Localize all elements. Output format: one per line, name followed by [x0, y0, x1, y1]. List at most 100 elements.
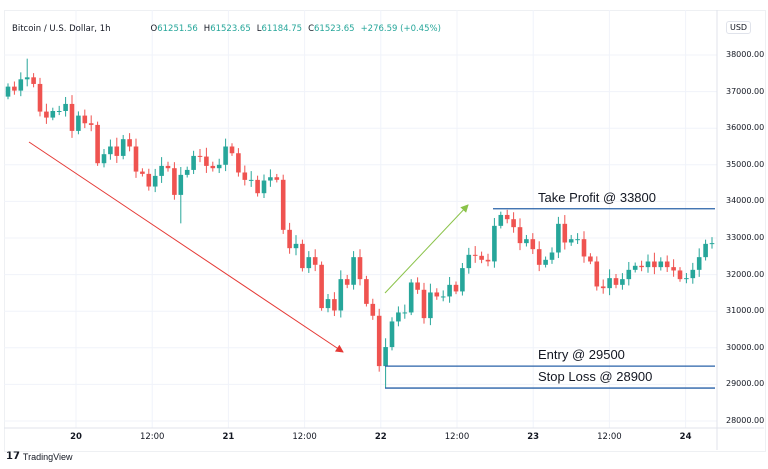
- candle: [325, 293, 331, 313]
- candle: [645, 254, 651, 273]
- candle-body: [120, 139, 126, 156]
- candle: [575, 233, 580, 245]
- candle-body: [133, 146, 139, 172]
- candle: [95, 121, 100, 166]
- time-label: 20: [70, 432, 82, 442]
- candle: [191, 150, 196, 175]
- time-label: 12:00: [597, 432, 622, 442]
- candle-body: [408, 282, 414, 313]
- candle: [229, 143, 235, 156]
- candle-body: [242, 172, 248, 180]
- candle: [485, 253, 491, 267]
- candle: [440, 290, 446, 302]
- candle: [268, 169, 273, 187]
- candle: [287, 222, 292, 254]
- candle: [364, 275, 369, 307]
- time-label: 12:00: [292, 432, 317, 442]
- candle-body: [453, 284, 459, 292]
- candle: [261, 174, 267, 199]
- candle-body: [82, 115, 88, 124]
- candle-body: [562, 223, 568, 243]
- candle: [133, 138, 139, 178]
- candle-body: [696, 257, 702, 270]
- candle-body: [63, 103, 68, 111]
- uptrend-arrow[interactable]: [384, 204, 469, 294]
- candle-body: [319, 264, 324, 309]
- candle-body: [236, 153, 241, 173]
- candle: [88, 115, 94, 132]
- candle: [453, 281, 459, 295]
- candle-body: [300, 243, 305, 269]
- candle: [613, 273, 619, 289]
- candle: [402, 304, 408, 319]
- candle: [82, 109, 88, 129]
- candle-body: [428, 292, 433, 319]
- candle-body: [24, 77, 30, 80]
- candle-body: [415, 282, 420, 290]
- candle-body: [165, 165, 171, 169]
- candle-body: [447, 284, 452, 297]
- open-value: 61251.56: [157, 24, 198, 34]
- candle: [632, 262, 638, 273]
- candle: [120, 134, 126, 160]
- candle: [607, 269, 612, 296]
- candle-body: [479, 255, 484, 260]
- candle: [581, 231, 587, 263]
- candle-body: [402, 312, 408, 314]
- time-label: 22: [374, 432, 387, 442]
- candle: [24, 58, 30, 87]
- candle: [383, 338, 388, 389]
- candle: [127, 133, 132, 152]
- candle-body: [594, 261, 600, 287]
- candle: [588, 253, 593, 265]
- candle: [460, 262, 465, 296]
- candle: [178, 166, 184, 224]
- candle: [172, 162, 177, 200]
- candle: [101, 149, 107, 168]
- candle-body: [370, 303, 376, 316]
- candle: [216, 158, 222, 174]
- candle-body: [556, 223, 561, 253]
- candle: [248, 171, 254, 187]
- candle-body: [12, 86, 17, 91]
- candle: [504, 209, 510, 224]
- candle: [684, 273, 689, 284]
- currency-button[interactable]: USD: [726, 21, 752, 34]
- candle-body: [351, 257, 356, 285]
- candle: [639, 260, 644, 272]
- candle-body: [18, 79, 24, 91]
- candle: [293, 235, 299, 256]
- candle: [376, 308, 382, 372]
- candle-body: [600, 286, 606, 289]
- candle: [312, 249, 318, 272]
- tradingview-logo[interactable]: 𝟭𝟳 TradingView: [6, 451, 73, 462]
- candle: [524, 234, 529, 247]
- symbol-legend: Bitcoin / U.S. Dollar, 1h O61251.56 H615…: [12, 24, 441, 34]
- candle-body: [492, 225, 497, 262]
- price-label: 28000.00: [726, 416, 765, 425]
- candle: [620, 273, 625, 290]
- candle-body: [248, 179, 254, 181]
- candle-body: [140, 171, 145, 174]
- stop-loss-label: Stop Loss @ 28900: [538, 369, 653, 385]
- candle-body: [684, 278, 689, 280]
- price-label: 38000.00: [726, 50, 765, 59]
- candle-body: [383, 347, 388, 367]
- change-value: +276.59 (+0.45%): [360, 24, 441, 34]
- candle-body: [101, 154, 107, 164]
- candle: [396, 306, 401, 327]
- downtrend-arrow[interactable]: [28, 141, 344, 353]
- candle-body: [690, 269, 696, 279]
- candle: [351, 251, 356, 290]
- candle-body: [658, 261, 664, 268]
- price-label: 33000.00: [726, 233, 765, 242]
- candle: [466, 247, 472, 274]
- candle-body: [5, 86, 11, 97]
- candle: [197, 148, 203, 163]
- candle: [600, 279, 606, 294]
- chart-frame: [4, 10, 766, 452]
- candle-body: [607, 278, 612, 289]
- candle-body: [216, 164, 222, 169]
- candle-body: [664, 261, 670, 268]
